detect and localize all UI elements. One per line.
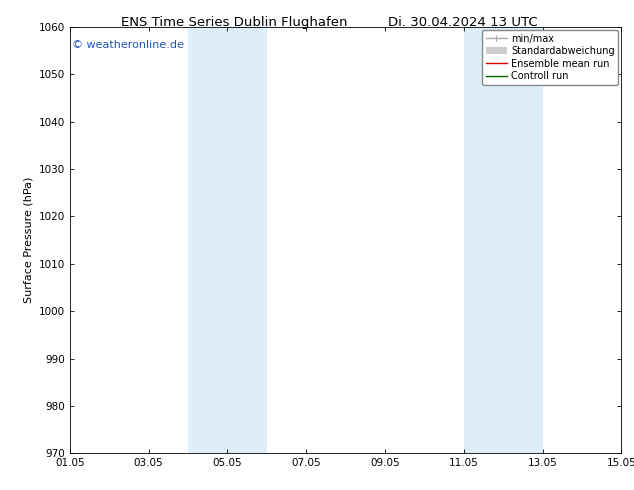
Bar <box>463 27 543 453</box>
Text: Di. 30.04.2024 13 UTC: Di. 30.04.2024 13 UTC <box>388 16 538 29</box>
Y-axis label: Surface Pressure (hPa): Surface Pressure (hPa) <box>23 177 33 303</box>
Bar <box>188 27 267 453</box>
Text: © weatheronline.de: © weatheronline.de <box>72 40 184 50</box>
Legend: min/max, Standardabweichung, Ensemble mean run, Controll run: min/max, Standardabweichung, Ensemble me… <box>482 30 618 85</box>
Text: ENS Time Series Dublin Flughafen: ENS Time Series Dublin Flughafen <box>121 16 348 29</box>
